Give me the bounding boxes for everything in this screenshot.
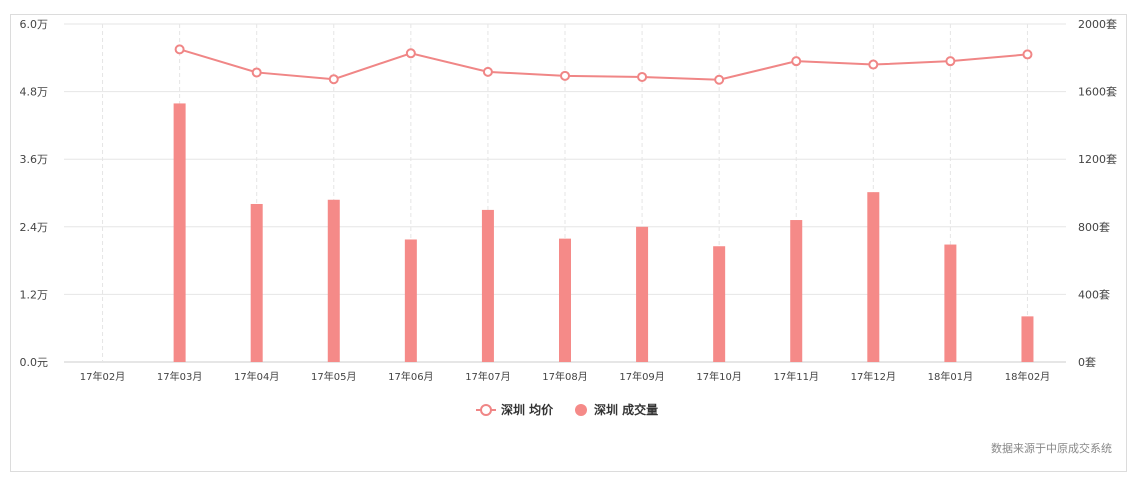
x-tick-label: 17年10月 [696, 370, 741, 383]
volume-bar[interactable] [404, 239, 417, 362]
volume-bar[interactable] [636, 226, 649, 362]
source-note: 数据来源于中原成交系统 [991, 441, 1112, 455]
left-axis: 0.0元 1.2万 2.4万 3.6万 4.8万 6.0万 [20, 18, 49, 369]
legend-label-price: 深圳 均价 [501, 402, 554, 417]
x-tick-label: 17年11月 [774, 370, 819, 383]
price-point[interactable] [868, 59, 879, 70]
price-point[interactable] [174, 44, 185, 55]
x-tick-label: 17年04月 [234, 370, 279, 383]
x-tick-label: 18年01月 [928, 370, 973, 383]
volume-bar[interactable] [790, 220, 803, 362]
x-tick-label: 17年09月 [619, 370, 664, 383]
price-point[interactable] [637, 71, 648, 82]
x-tick-label: 17年08月 [542, 370, 587, 383]
price-point[interactable] [1022, 49, 1033, 60]
volume-bar[interactable] [1021, 316, 1034, 362]
volume-bar[interactable] [481, 209, 494, 362]
x-tick-label: 17年12月 [851, 370, 896, 383]
price-point[interactable] [482, 66, 493, 77]
price-point[interactable] [945, 56, 956, 67]
legend-item-volume[interactable]: 深圳 成交量 [575, 402, 658, 417]
right-tick-label: 2000套 [1078, 18, 1117, 31]
volume-bars [173, 103, 1034, 363]
right-tick-label: 800套 [1078, 221, 1110, 234]
price-point[interactable] [405, 48, 416, 59]
legend[interactable]: 深圳 均价 深圳 成交量 [476, 402, 658, 417]
price-point[interactable] [714, 74, 725, 85]
left-tick-label: 3.6万 [20, 153, 49, 166]
x-tick-label: 17年03月 [157, 370, 202, 383]
price-point[interactable] [791, 56, 802, 67]
x-tick-label: 17年02月 [80, 370, 125, 383]
right-tick-label: 1600套 [1078, 86, 1117, 99]
legend-line-marker [480, 404, 492, 416]
price-point[interactable] [251, 67, 262, 78]
right-axis: 0套 400套 800套 1200套 1600套 2000套 [1078, 18, 1117, 369]
left-tick-label: 2.4万 [20, 221, 49, 234]
volume-bar[interactable] [327, 199, 340, 362]
left-tick-label: 1.2万 [20, 288, 49, 301]
left-tick-label: 4.8万 [20, 86, 49, 99]
legend-label-volume: 深圳 成交量 [594, 402, 658, 417]
left-tick-label: 0.0元 [20, 356, 49, 369]
volume-bar[interactable] [173, 103, 186, 363]
price-line [174, 44, 1033, 85]
x-tick-label: 17年07月 [465, 370, 510, 383]
legend-bar-marker [575, 404, 587, 416]
x-tick-label: 17年06月 [388, 370, 433, 383]
volume-bar[interactable] [559, 238, 571, 362]
left-tick-label: 6.0万 [20, 18, 49, 31]
x-tick-label: 18年02月 [1005, 370, 1050, 383]
volume-bar[interactable] [250, 203, 263, 362]
right-tick-label: 1200套 [1078, 153, 1117, 166]
volume-bar[interactable] [713, 246, 726, 362]
price-point[interactable] [328, 74, 339, 85]
price-point[interactable] [560, 70, 570, 81]
volume-bar[interactable] [867, 192, 880, 362]
x-axis: 17年02月 17年03月 17年04月 17年05月 17年06月 17年07月 17年0… [80, 370, 1050, 383]
right-tick-label: 0套 [1078, 356, 1096, 369]
right-tick-label: 400套 [1078, 288, 1110, 301]
price-line-path [179, 48, 1028, 81]
volume-bar[interactable] [944, 244, 957, 362]
x-tick-label: 17年05月 [311, 370, 356, 383]
legend-item-price[interactable]: 深圳 均价 [476, 402, 554, 417]
